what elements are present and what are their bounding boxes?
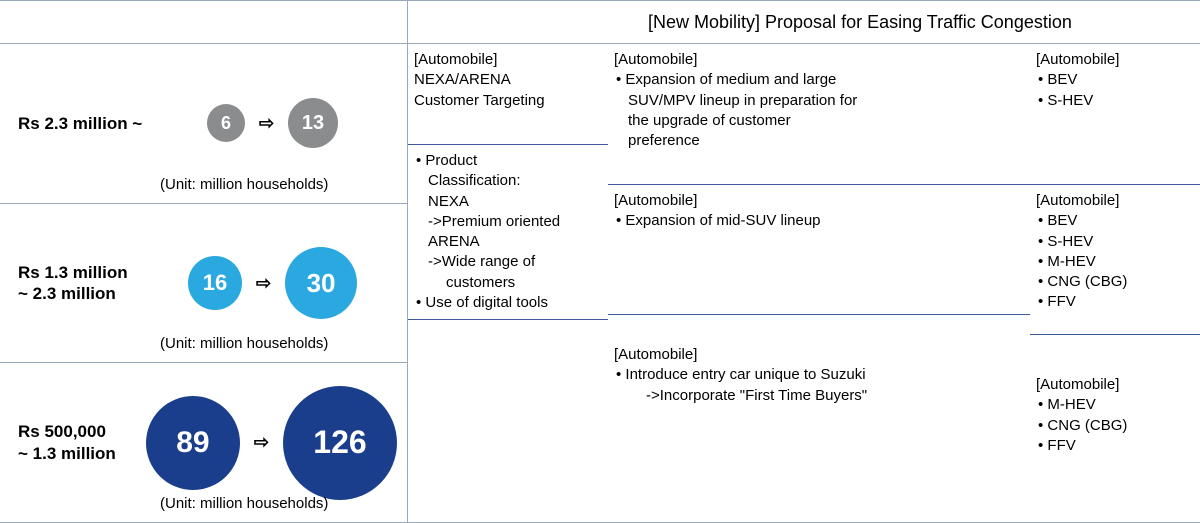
- column-targeting: [Automobile] NEXA/ARENA Customer Targeti…: [408, 44, 608, 522]
- cell-pt-r3: [Automobile] M-HEV CNG (CBG) FFV: [1030, 334, 1200, 522]
- arrow-icon: ⇨: [259, 113, 274, 134]
- bullet-list: Introduce entry car unique to Suzuki ->I…: [614, 365, 1022, 406]
- section-title: [Automobile]: [1036, 191, 1192, 211]
- bullet-list: Expansion of mid-SUV lineup: [614, 211, 1022, 231]
- right-panel: [New Mobility] Proposal for Easing Traff…: [408, 1, 1200, 522]
- segment-circles: 16 ⇨ 30: [148, 247, 397, 319]
- list-item: Expansion of mid-SUV lineup: [616, 211, 1022, 231]
- from-value: 89: [176, 426, 209, 460]
- cell-targeting-mid: Product Classification: NEXA ->Premium o…: [408, 144, 608, 319]
- section-title: [Automobile]: [1036, 50, 1192, 70]
- text: customers: [428, 273, 600, 293]
- segment-row-high: Rs 2.3 million ~ 6 ⇨ 13 (Unit: million h…: [0, 43, 407, 203]
- bullet-list: BEV S-HEV M-HEV CNG (CBG) FFV: [1036, 211, 1192, 312]
- text: preference: [628, 132, 700, 149]
- from-circle: 89: [146, 396, 240, 490]
- to-value: 126: [313, 424, 366, 461]
- from-circle: 6: [207, 104, 245, 142]
- arrow-icon: ⇨: [254, 432, 269, 453]
- text: ->Premium oriented: [428, 213, 560, 230]
- unit-label: (Unit: million households): [160, 335, 328, 352]
- right-header: [New Mobility] Proposal for Easing Traff…: [408, 1, 1200, 43]
- list-item: M-HEV: [1038, 252, 1192, 272]
- from-circle: 16: [188, 256, 242, 310]
- section-title: [Automobile]: [614, 345, 1022, 365]
- list-item: Introduce entry car unique to Suzuki ->I…: [616, 365, 1022, 406]
- bullet-list: M-HEV CNG (CBG) FFV: [1036, 395, 1192, 456]
- column-powertrain: [Automobile] BEV S-HEV [Automobile] BEV …: [1030, 44, 1200, 522]
- to-circle: 30: [285, 247, 357, 319]
- unit-label: (Unit: million households): [160, 495, 328, 512]
- text: ->Incorporate "First Time Buyers": [628, 386, 1022, 406]
- list-item: M-HEV: [1038, 395, 1192, 415]
- from-value: 6: [221, 113, 231, 134]
- segment-label: Rs 500,000 ~ 1.3 million: [18, 421, 146, 464]
- list-item: BEV: [1038, 70, 1192, 90]
- list-item: FFV: [1038, 292, 1192, 312]
- to-value: 30: [307, 268, 336, 299]
- list-item: Use of digital tools: [416, 293, 600, 313]
- section-title: [Automobile]: [614, 191, 1022, 211]
- text: Expansion of medium and large: [625, 71, 836, 88]
- text: Introduce entry car unique to Suzuki: [625, 366, 865, 383]
- text: Product: [425, 152, 477, 169]
- cell-lineup-r3: [Automobile] Introduce entry car unique …: [608, 314, 1030, 522]
- list-item: CNG (CBG): [1038, 272, 1192, 292]
- right-body: [Automobile] NEXA/ARENA Customer Targeti…: [408, 43, 1200, 522]
- text: Customer Targeting: [414, 91, 600, 111]
- text: ARENA: [428, 233, 480, 250]
- arrow-icon: ⇨: [256, 273, 271, 294]
- to-circle: 126: [283, 386, 397, 500]
- text: NEXA/ARENA: [414, 70, 600, 90]
- cell-lineup-r2: [Automobile] Expansion of mid-SUV lineup: [608, 184, 1030, 314]
- cell-targeting-bottom: [408, 319, 608, 522]
- segment-circles: 6 ⇨ 13: [148, 98, 397, 148]
- text: the upgrade of customer: [628, 112, 791, 129]
- list-item: Product Classification: NEXA ->Premium o…: [416, 151, 600, 293]
- segment-row-low: Rs 500,000 ~ 1.3 million 89 ⇨ 126 (Unit:…: [0, 362, 407, 522]
- text: ->Wide range of: [428, 253, 535, 270]
- to-value: 13: [302, 112, 324, 135]
- text: NEXA: [428, 193, 469, 210]
- segment-label: Rs 1.3 million ~ 2.3 million: [18, 262, 148, 305]
- segment-label: Rs 2.3 million ~: [18, 113, 148, 134]
- list-item: CNG (CBG): [1038, 416, 1192, 436]
- list-item: BEV: [1038, 211, 1192, 231]
- cell-pt-r1: [Automobile] BEV S-HEV: [1030, 44, 1200, 184]
- list-item: Expansion of medium and large SUV/MPV li…: [616, 70, 1022, 151]
- bullet-list: Expansion of medium and large SUV/MPV li…: [614, 70, 1022, 151]
- bullet-list: Product Classification: NEXA ->Premium o…: [414, 151, 600, 313]
- section-title: [Automobile]: [614, 50, 1022, 70]
- text: SUV/MPV lineup in preparation for: [628, 92, 857, 109]
- layout-root: Rs 2.3 million ~ 6 ⇨ 13 (Unit: million h…: [0, 0, 1200, 523]
- list-item: FFV: [1038, 436, 1192, 456]
- from-value: 16: [203, 270, 227, 296]
- bullet-list: BEV S-HEV: [1036, 70, 1192, 111]
- left-panel: Rs 2.3 million ~ 6 ⇨ 13 (Unit: million h…: [0, 1, 408, 522]
- list-item: S-HEV: [1038, 91, 1192, 111]
- segment-circles: 89 ⇨ 126: [146, 386, 397, 500]
- to-circle: 13: [288, 98, 338, 148]
- text: Classification:: [428, 172, 521, 189]
- list-item: S-HEV: [1038, 232, 1192, 252]
- unit-label: (Unit: million households): [160, 176, 328, 193]
- header-title: [New Mobility] Proposal for Easing Traff…: [648, 12, 1072, 33]
- cell-pt-r2: [Automobile] BEV S-HEV M-HEV CNG (CBG) F…: [1030, 184, 1200, 334]
- section-title: [Automobile]: [1036, 375, 1192, 395]
- segment-row-mid: Rs 1.3 million ~ 2.3 million 16 ⇨ 30 (Un…: [0, 203, 407, 363]
- cell-targeting-top: [Automobile] NEXA/ARENA Customer Targeti…: [408, 44, 608, 144]
- column-lineup: [Automobile] Expansion of medium and lar…: [608, 44, 1030, 522]
- cell-lineup-r1: [Automobile] Expansion of medium and lar…: [608, 44, 1030, 184]
- section-title: [Automobile]: [414, 50, 600, 70]
